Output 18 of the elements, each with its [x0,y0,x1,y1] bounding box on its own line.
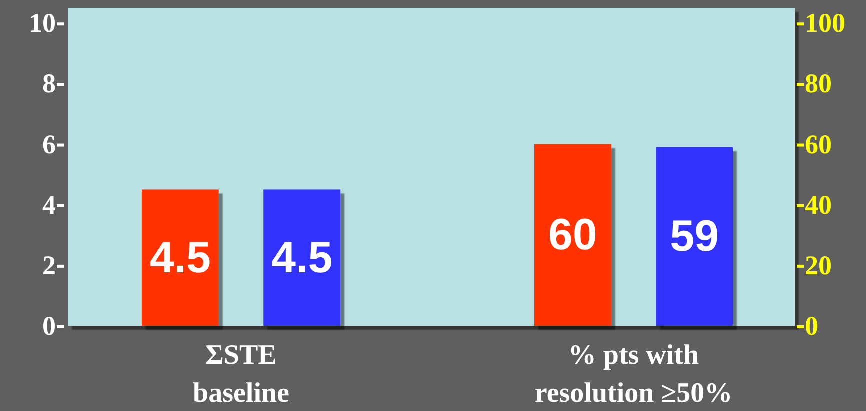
y-tick-label: 0 [42,311,56,341]
y-tick-label: 4 [42,190,56,220]
x-tick-label: % pts with resolution ≥50% [534,340,733,409]
data-label: 4.5 [272,233,333,282]
y2-tick-label: 40 [805,190,832,220]
y2-tick-label: 80 [805,68,832,99]
y2-tick-label: 60 [805,129,832,160]
y2-tick-label: 20 [805,250,832,280]
y-tick-label: 2 [42,250,56,280]
y2-tick-label: 100 [805,8,846,38]
y2-tick-label: 0 [805,311,818,341]
y-tick-label: 8 [42,68,56,99]
data-label: 4.5 [150,233,211,282]
data-label: 60 [548,210,598,260]
x-tick-label: ΣSTE baseline [193,340,290,409]
y-tick-label: 6 [42,129,56,160]
data-label: 59 [670,212,720,262]
y-tick-label: 10 [29,8,56,38]
